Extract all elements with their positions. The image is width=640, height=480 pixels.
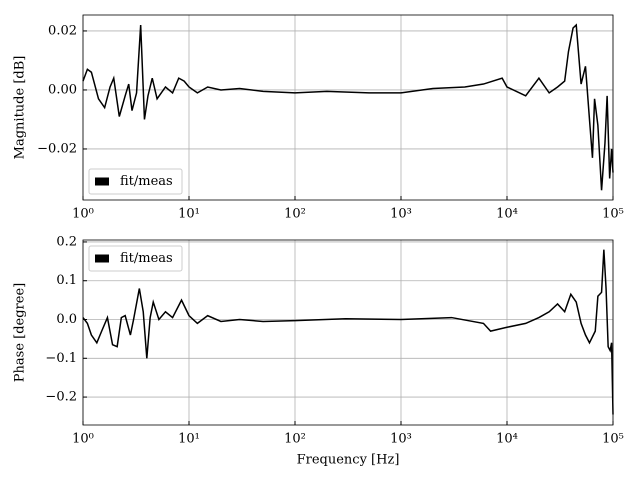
y-tick-label: 0.1 [56,273,77,288]
x-tick-label: 10³ [390,432,412,447]
data-line [82,23,614,191]
axes-frame [82,14,614,201]
x-tick-label: 10⁵ [602,207,624,222]
legend-label: fit/meas [120,251,173,266]
legend-label: fit/meas [120,174,173,189]
y-tick-label: −0.2 [45,390,77,405]
x-tick-label: 10⁰ [72,432,94,447]
y-axis-label: Phase [degree] [13,283,28,382]
y-tick-label: 0.00 [48,82,77,97]
x-tick-label: 10⁴ [496,207,518,222]
x-tick-label: 10³ [390,207,412,222]
y-tick-label: 0.2 [56,234,77,249]
legend-swatch [95,177,109,186]
y-tick-label: 0.02 [48,23,77,38]
x-tick-label: 10² [284,432,306,447]
legend-box [88,245,183,272]
x-tick-label: 10⁵ [602,432,624,447]
x-tick-label: 10¹ [178,207,200,222]
x-tick-label: 10⁴ [496,432,518,447]
y-tick-label: −0.02 [37,141,77,156]
x-tick-label: 10⁰ [72,207,94,222]
y-tick-label: 0.0 [56,312,77,327]
legend-box [88,168,183,195]
x-axis-label: Frequency [Hz] [297,453,400,468]
x-tick-label: 10¹ [178,432,200,447]
y-axis-label: Magnitude [dB] [13,56,28,160]
x-tick-label: 10² [284,207,306,222]
data-line [82,249,614,415]
axes-frame [82,239,614,426]
y-tick-label: −0.1 [45,351,77,366]
legend-swatch [95,254,109,263]
